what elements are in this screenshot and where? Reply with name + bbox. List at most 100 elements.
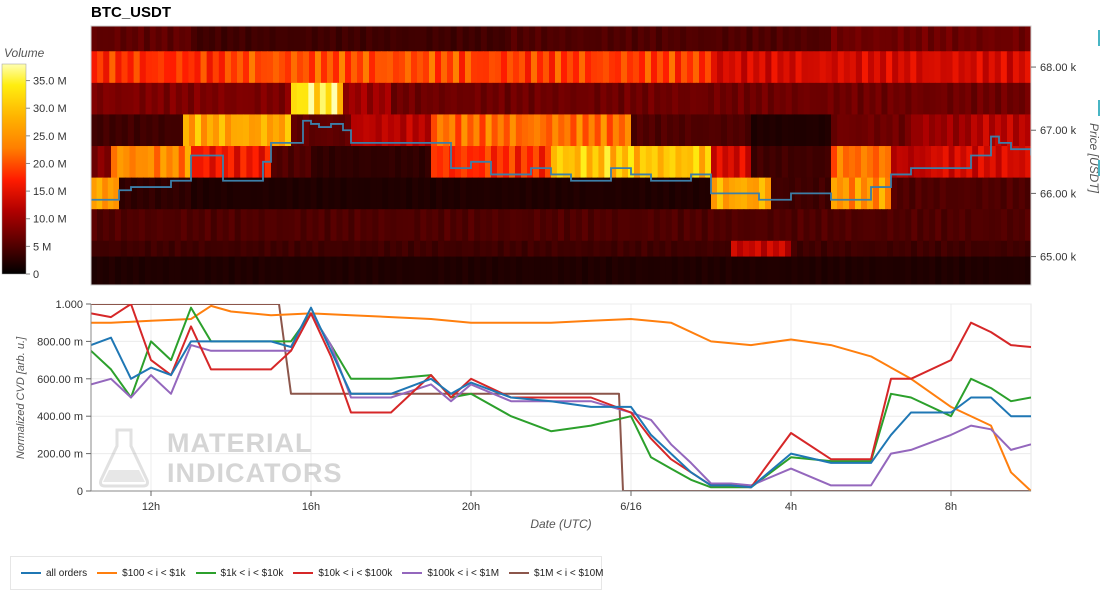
heatmap-cell bbox=[812, 114, 820, 147]
heatmap-cell bbox=[940, 51, 948, 84]
heatmap-cell bbox=[773, 82, 781, 116]
chart-legend: all orders $100 < i < $1k $1k < i < $10k $1… bbox=[10, 556, 604, 590]
heatmap-cell bbox=[366, 256, 374, 285]
heatmap-cell bbox=[611, 209, 619, 242]
heatmap-cell bbox=[523, 26, 530, 52]
heatmap-cell bbox=[200, 51, 208, 84]
heatmap-cell bbox=[480, 256, 487, 285]
heatmap-cell bbox=[474, 256, 481, 285]
heatmap-cell bbox=[611, 256, 619, 285]
heatmap-cell bbox=[114, 256, 122, 285]
heatmap-cell bbox=[592, 146, 600, 179]
heatmap-cell bbox=[174, 209, 182, 242]
heatmap-cell bbox=[1000, 26, 1008, 52]
heatmap-cell bbox=[107, 177, 114, 210]
heatmap-cell bbox=[503, 146, 510, 179]
heatmap-cell bbox=[296, 82, 304, 116]
heatmap-cell bbox=[213, 114, 220, 147]
heatmap-cell bbox=[964, 26, 971, 52]
heatmap-cell bbox=[419, 146, 426, 179]
heatmap-cell bbox=[827, 82, 835, 116]
heatmap-cell bbox=[243, 51, 250, 84]
heatmap-cell bbox=[755, 256, 763, 285]
heatmap-cell bbox=[359, 146, 366, 179]
heatmap-cell bbox=[138, 256, 146, 285]
toolbar-edge-marker[interactable] bbox=[1098, 30, 1100, 46]
heatmap-cell bbox=[417, 51, 424, 84]
heatmap-cell bbox=[857, 82, 865, 116]
heatmap-cell bbox=[800, 114, 807, 147]
legend-item[interactable]: $100 < i < $1k bbox=[97, 568, 186, 579]
legend-item[interactable]: $1M < i < $10M bbox=[509, 568, 604, 579]
heatmap-cell bbox=[752, 26, 760, 52]
heatmap-cell bbox=[274, 177, 282, 210]
toolbar-edge-marker[interactable] bbox=[1098, 100, 1100, 116]
heatmap-cell bbox=[317, 26, 325, 52]
heatmap-cell bbox=[649, 26, 657, 52]
heatmap-cell bbox=[713, 82, 721, 116]
heatmap-cell bbox=[459, 177, 467, 210]
heatmap-cell bbox=[775, 114, 783, 147]
price-series-line bbox=[91, 119, 1031, 201]
heatmap-cell bbox=[599, 256, 607, 285]
volume-heatmap bbox=[91, 26, 1031, 285]
heatmap-cell bbox=[911, 82, 918, 116]
heatmap-cell bbox=[989, 82, 996, 116]
heatmap-cell bbox=[176, 114, 184, 147]
heatmap-cell bbox=[775, 146, 783, 179]
heatmap-cell bbox=[455, 114, 462, 147]
heatmap-cell bbox=[461, 146, 468, 179]
heatmap-cell bbox=[528, 256, 535, 285]
heatmap-cell bbox=[495, 177, 503, 210]
legend-item[interactable]: $10k < i < $100k bbox=[293, 568, 392, 579]
heatmap-cell bbox=[450, 209, 457, 242]
heatmap-cell bbox=[821, 209, 829, 242]
legend-item[interactable]: $100k < i < $1M bbox=[402, 568, 499, 579]
legend-item[interactable]: all orders bbox=[21, 568, 87, 579]
heatmap-cell bbox=[929, 209, 936, 242]
heatmap-cell bbox=[605, 256, 613, 285]
heatmap-cell bbox=[300, 209, 308, 242]
heatmap-cell bbox=[731, 82, 739, 116]
heatmap-cell bbox=[345, 51, 352, 84]
heatmap-cell bbox=[687, 146, 694, 179]
heatmap-cell bbox=[1000, 51, 1008, 84]
heatmap-cell bbox=[788, 26, 796, 52]
watermark-line2: INDICATORS bbox=[167, 458, 343, 488]
heatmap-cell bbox=[910, 51, 917, 84]
heatmap-cell bbox=[625, 26, 633, 52]
heatmap-cell bbox=[747, 51, 754, 84]
heatmap-cell bbox=[749, 209, 757, 242]
heatmap-cell bbox=[150, 256, 158, 285]
heatmap-cell bbox=[266, 82, 274, 116]
toolbar-edge-marker[interactable] bbox=[1098, 160, 1100, 176]
heatmap-cell bbox=[581, 209, 589, 242]
heatmap-cell bbox=[733, 114, 740, 147]
heatmap-cell bbox=[319, 82, 327, 116]
heatmap-cell bbox=[140, 114, 147, 147]
heatmap-cell bbox=[995, 82, 1002, 116]
heatmap-cell bbox=[1025, 256, 1031, 285]
heatmap-cell bbox=[545, 146, 552, 179]
heatmap-cell bbox=[806, 114, 814, 147]
heatmap-cell bbox=[227, 146, 235, 179]
heatmap-cell bbox=[683, 256, 691, 285]
legend-item[interactable]: $1k < i < $10k bbox=[195, 568, 283, 579]
heatmap-cell bbox=[498, 256, 505, 285]
heatmap-cell bbox=[341, 26, 349, 52]
heatmap-cell bbox=[270, 256, 278, 285]
heatmap-cell bbox=[384, 256, 391, 285]
heatmap-cell bbox=[913, 146, 921, 179]
heatmap-cell bbox=[212, 51, 220, 84]
heatmap-cell bbox=[843, 26, 850, 52]
heatmap-cell bbox=[607, 26, 615, 52]
heatmap-cell bbox=[671, 256, 679, 285]
heatmap-cell bbox=[540, 82, 548, 116]
heatmap-cell bbox=[582, 82, 589, 116]
heatmap-cell bbox=[405, 51, 412, 84]
cvd-x-axis-label: Date (UTC) bbox=[530, 517, 591, 531]
heatmap-cell bbox=[169, 82, 177, 116]
heatmap-cell bbox=[684, 82, 691, 116]
heatmap-cell bbox=[406, 177, 413, 210]
colorbar-tick-label: 30.0 M bbox=[33, 103, 67, 115]
